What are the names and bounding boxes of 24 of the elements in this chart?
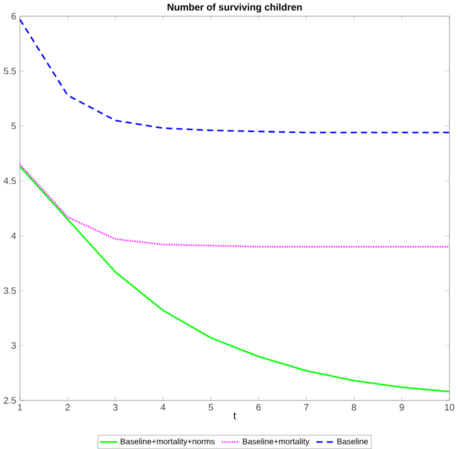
y-tick-label: 4.5 (4, 178, 16, 184)
y-tick-label: 3 (11, 342, 16, 349)
y-tick-label: 5.5 (4, 68, 16, 74)
y-tick-label: 5 (11, 122, 16, 130)
x-tick-label: 3 (113, 404, 118, 411)
y-tick-label: 2.5 (4, 397, 16, 404)
x-tick-label: 7 (304, 404, 308, 410)
x-tick-label: 1 (18, 404, 22, 410)
legend-label: Baseline (337, 438, 368, 444)
x-tick-label: 4 (160, 404, 166, 410)
x-tick-label: 9 (400, 404, 404, 411)
x-tick-label: 8 (352, 404, 356, 411)
x-tick-label: 5 (208, 404, 213, 410)
legend-label: Baseline+mortality (242, 438, 310, 446)
y-tick-label: 3.5 (4, 287, 16, 294)
y-tick-label: 6 (12, 12, 16, 20)
x-axis-title: t (233, 412, 236, 420)
chart-title: Number of surviving children (168, 3, 302, 13)
y-tick-label: 4 (11, 232, 16, 239)
x-tick-label: 6 (256, 404, 261, 411)
legend-label: Baseline+mortality+norms (120, 438, 215, 446)
x-tick-label: 10 (445, 404, 454, 411)
x-tick-label: 2 (66, 404, 70, 410)
line-series (20, 166, 450, 392)
